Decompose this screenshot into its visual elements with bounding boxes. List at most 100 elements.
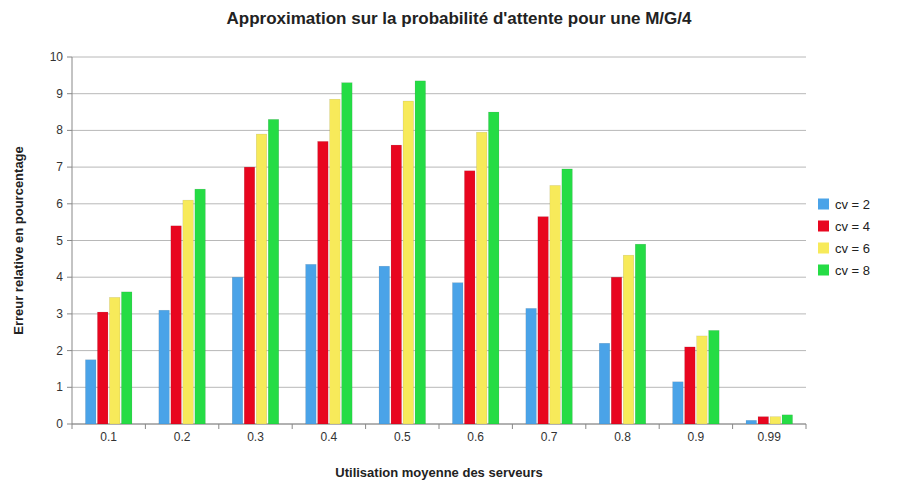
bar: [673, 382, 684, 424]
bar: [232, 277, 243, 424]
legend-label: cv = 2: [835, 197, 870, 212]
bar: [97, 312, 108, 424]
y-tick: [67, 313, 72, 314]
x-tick: [145, 424, 146, 429]
bar: [183, 200, 194, 424]
bar: [635, 244, 646, 424]
bar: [379, 266, 390, 424]
bar: [685, 347, 696, 424]
x-tick: [365, 424, 366, 429]
bar: [159, 310, 170, 424]
bar: [611, 277, 622, 424]
x-tick-label: 0.1: [100, 430, 117, 444]
title: Approximation sur la probabilité d'atten…: [227, 9, 693, 28]
x-tick-label: 0.3: [247, 430, 264, 444]
grid-line: [72, 387, 806, 388]
bar: [415, 81, 426, 424]
bar: [758, 417, 769, 424]
x-tick: [512, 424, 513, 429]
x-tick: [585, 424, 586, 429]
legend-swatch: [818, 221, 829, 232]
grid-line: [72, 93, 806, 94]
bar: [330, 99, 341, 424]
x-tick: [806, 424, 807, 429]
x-tick: [659, 424, 660, 429]
bar: [85, 360, 96, 424]
grid-line: [72, 313, 806, 314]
y-tick: [67, 93, 72, 94]
bar: [306, 264, 317, 424]
bar: [538, 217, 549, 424]
y-tick: [67, 387, 72, 388]
y-tick-label: 7: [56, 160, 63, 174]
x-tick-label: 0.9: [688, 430, 705, 444]
bar: [782, 415, 793, 424]
bar: [121, 292, 132, 424]
x-tick: [218, 424, 219, 429]
grid-line: [72, 203, 806, 204]
bar: [599, 343, 610, 424]
y-tick-label: 5: [56, 234, 63, 248]
y-tick: [67, 350, 72, 351]
y-tick-label: 1: [56, 380, 63, 394]
y-tick: [67, 424, 72, 425]
y-tick-label: 8: [56, 123, 63, 137]
x-tick-label: 0.5: [394, 430, 411, 444]
y-tick: [67, 130, 72, 131]
y-axis-label: Erreur relative en pourcentage: [11, 146, 26, 335]
x-tick-label: 0.2: [174, 430, 191, 444]
grid-line: [72, 240, 806, 241]
bar: [268, 119, 279, 424]
bar: [109, 297, 120, 424]
legend-swatch: [818, 199, 829, 210]
legend-label: cv = 4: [835, 219, 870, 234]
grid-line: [72, 350, 806, 351]
plot-area: [72, 57, 806, 424]
bar: [550, 185, 561, 424]
bar: [526, 308, 537, 424]
bar: [171, 226, 182, 424]
y-tick: [67, 203, 72, 204]
legend-swatch: [818, 243, 829, 254]
grid-line: [72, 167, 806, 168]
y-tick-label: 6: [56, 197, 63, 211]
x-tick: [72, 424, 73, 429]
y-tick: [67, 277, 72, 278]
legend-label: cv = 6: [835, 241, 870, 256]
y-tick: [67, 240, 72, 241]
x-tick-label: 0.7: [541, 430, 558, 444]
bar: [488, 112, 499, 424]
chart: Approximation sur la probabilité d'atten…: [0, 0, 911, 484]
y-tick-label: 9: [56, 87, 63, 101]
bar: [195, 189, 206, 424]
bar: [464, 171, 475, 424]
bar: [746, 420, 757, 424]
bar: [770, 417, 781, 424]
legend-swatch: [818, 265, 829, 276]
bar: [452, 283, 463, 424]
x-tick: [439, 424, 440, 429]
y-tick-label: 4: [56, 270, 63, 284]
bar: [623, 255, 634, 424]
x-axis-label: Utilisation moyenne des serveurs: [335, 465, 542, 480]
x-tick-label: 0.99: [758, 430, 782, 444]
bar: [476, 132, 487, 424]
x-tick: [732, 424, 733, 429]
x-tick-label: 0.8: [614, 430, 631, 444]
legend-label: cv = 8: [835, 263, 870, 278]
bar: [318, 141, 329, 424]
bar: [562, 169, 573, 424]
x-tick-label: 0.4: [321, 430, 338, 444]
y-tick-label: 0: [56, 417, 63, 431]
bar: [391, 145, 402, 424]
grid-line: [72, 130, 806, 131]
x-tick-label: 0.6: [467, 430, 484, 444]
bar: [342, 83, 353, 424]
grid-line: [72, 57, 806, 58]
bar: [403, 101, 414, 424]
y-tick: [67, 167, 72, 168]
y-tick-label: 3: [56, 307, 63, 321]
bar: [709, 330, 720, 424]
y-tick: [67, 57, 72, 58]
grid-line: [72, 277, 806, 278]
